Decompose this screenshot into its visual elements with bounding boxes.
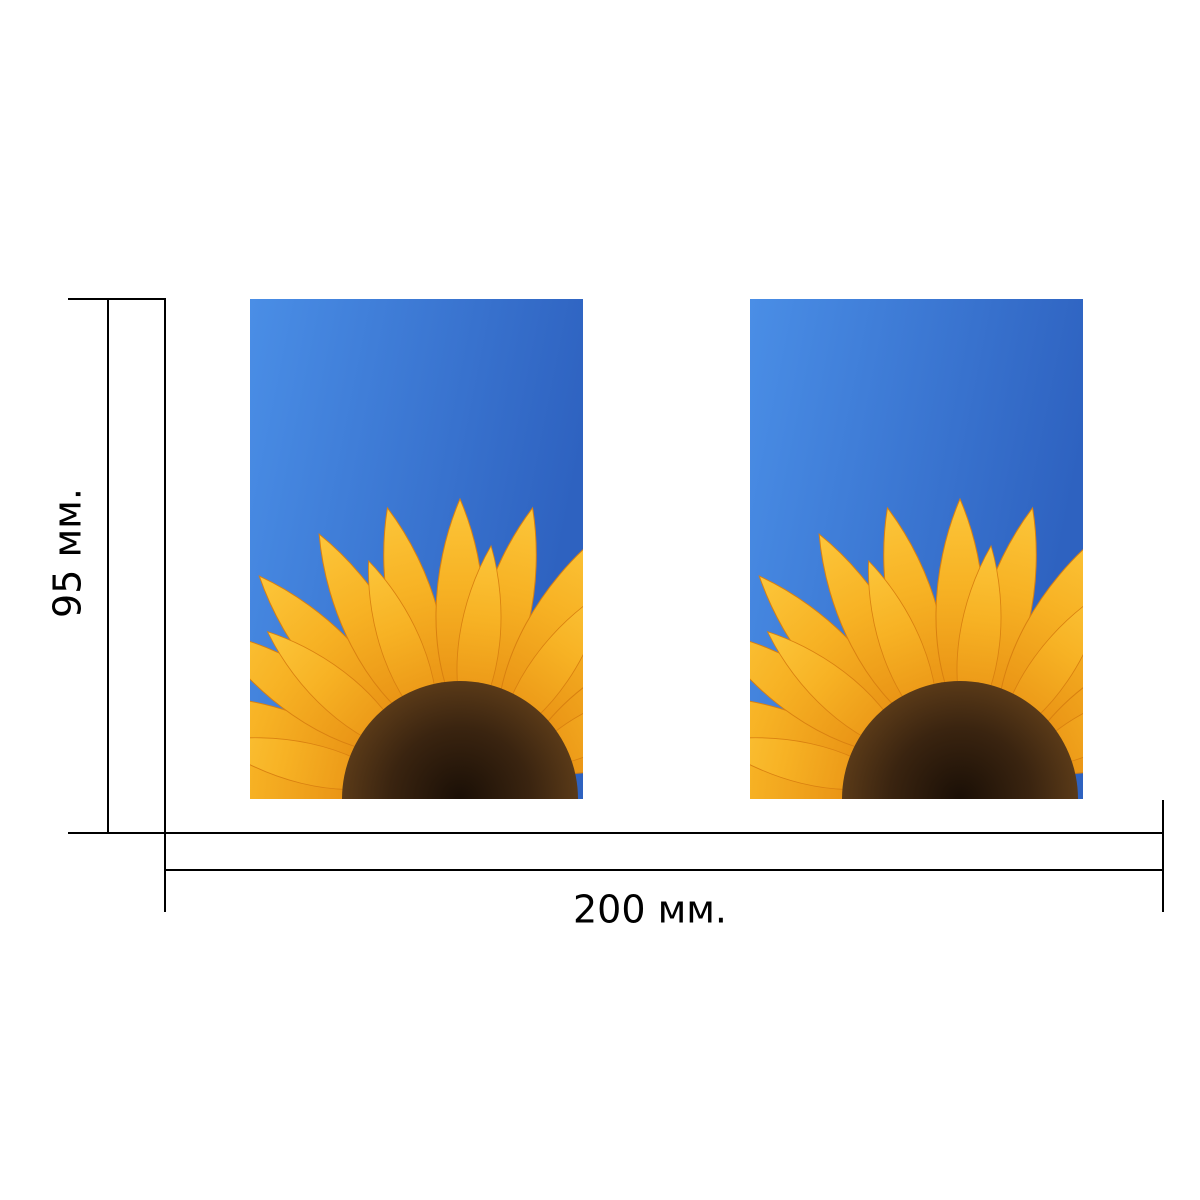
product-image bbox=[159, 299, 750, 917]
product-image bbox=[659, 299, 1200, 917]
width-label: 200 мм. bbox=[573, 888, 727, 932]
height-label: 95 мм. bbox=[46, 488, 90, 618]
height-dimension bbox=[68, 298, 166, 834]
width-dimension bbox=[164, 800, 1164, 912]
